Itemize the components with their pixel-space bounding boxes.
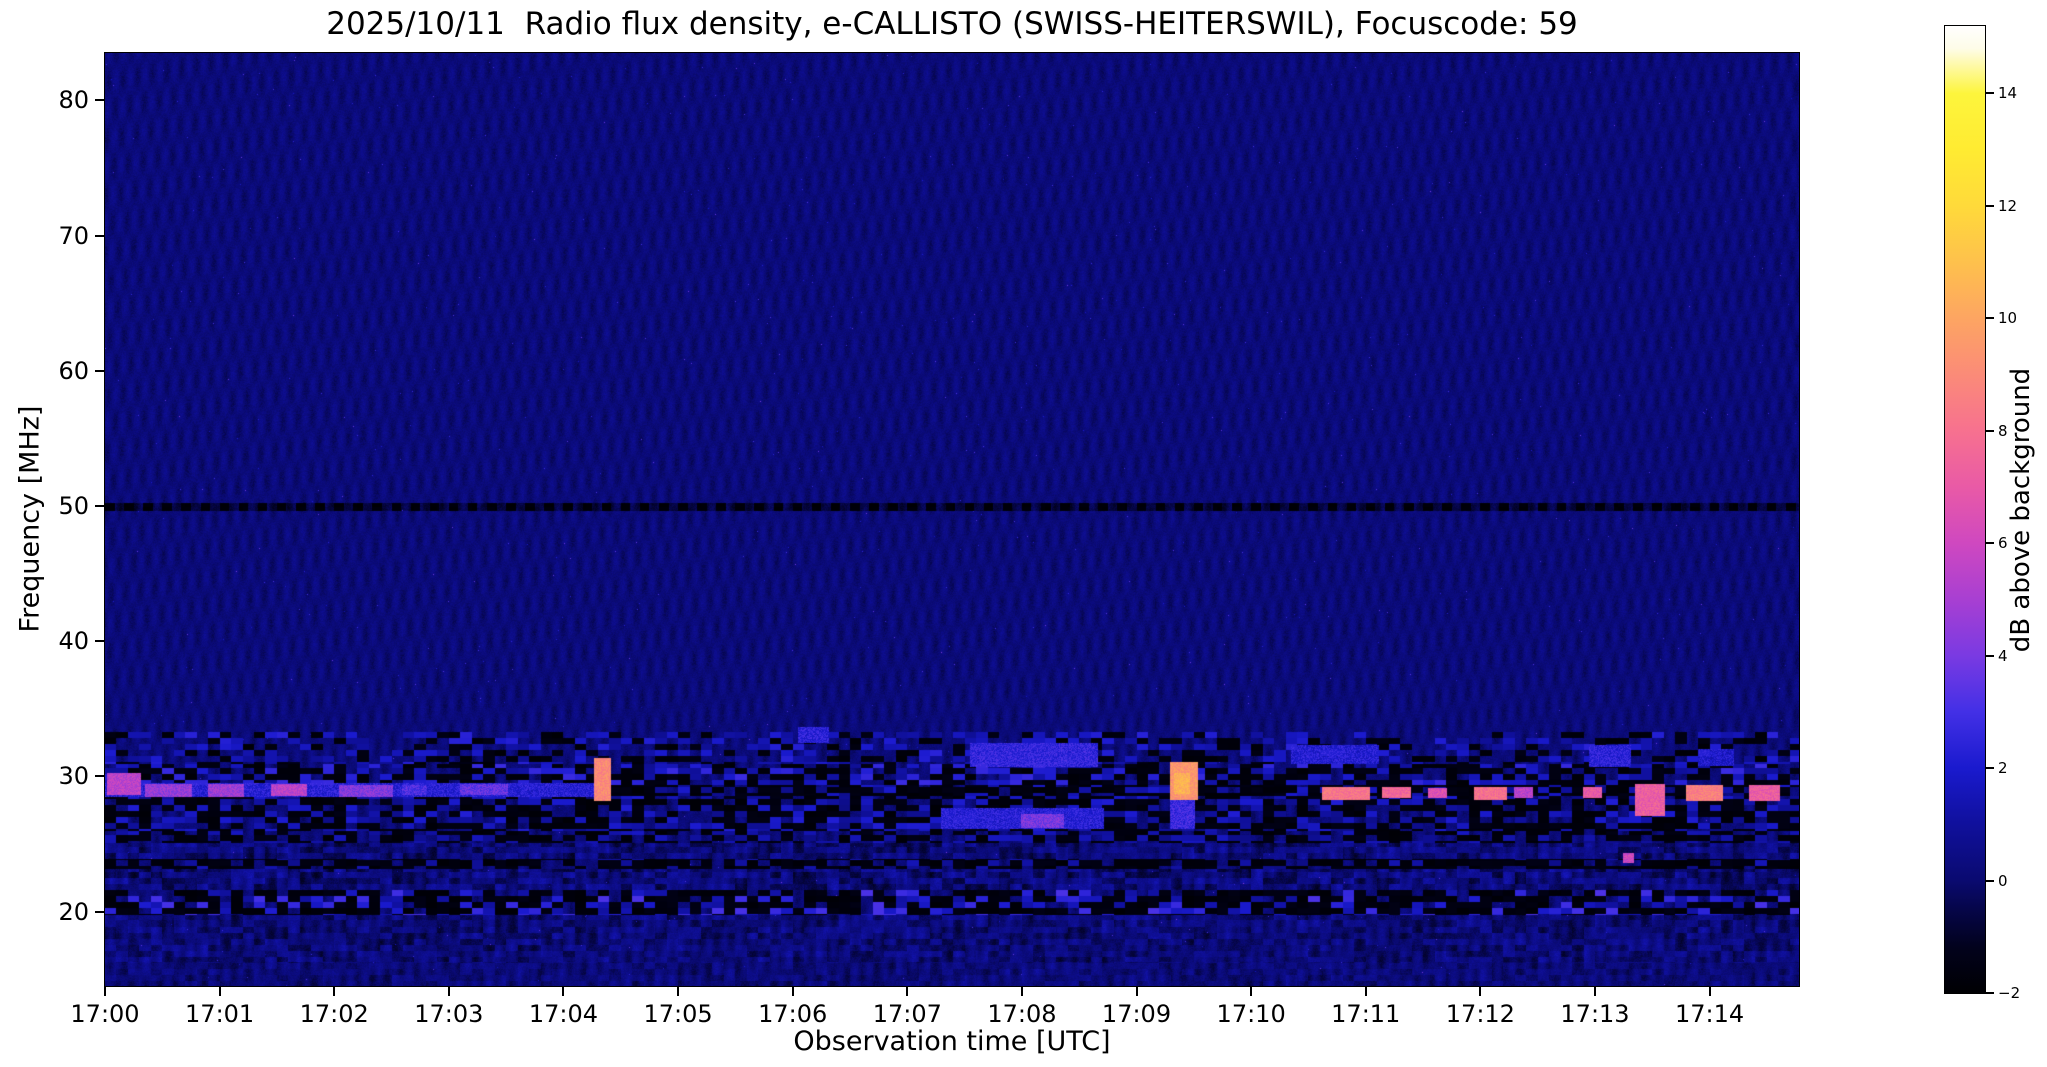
x-tick-mark	[1135, 987, 1138, 996]
colorbar-tick-label: 6	[1998, 534, 2008, 553]
colorbar-tick-mark	[1986, 992, 1994, 994]
colorbar-tick-mark	[1986, 317, 1994, 320]
x-tick-mark	[218, 987, 221, 996]
y-tick-label: 50	[58, 491, 89, 520]
y-tick-mark	[95, 910, 104, 913]
x-tick-label: 17:12	[1445, 1000, 1515, 1028]
x-tick-mark	[1479, 987, 1482, 996]
y-tick-label: 60	[58, 356, 89, 385]
x-tick-label: 17:07	[872, 1000, 942, 1028]
x-tick-label: 17:14	[1675, 1000, 1745, 1028]
colorbar-tick-label: −2	[1998, 984, 2021, 1002]
x-tick-mark	[1020, 987, 1023, 996]
colorbar-label: dB above background	[2006, 367, 2036, 653]
y-tick-label: 20	[58, 897, 89, 926]
colorbar-tick-label: 12	[1998, 196, 2018, 215]
y-tick-label: 40	[58, 627, 89, 656]
y-tick-mark	[95, 99, 104, 102]
colorbar-tick-mark	[1986, 429, 1994, 432]
x-tick-label: 17:11	[1331, 1000, 1401, 1028]
x-tick-label: 17:08	[987, 1000, 1057, 1028]
x-tick-mark	[1708, 987, 1711, 996]
x-axis-label: Observation time [UTC]	[793, 1026, 1111, 1057]
x-tick-mark	[333, 987, 336, 996]
y-tick-mark	[95, 234, 104, 237]
colorbar-tick-mark	[1986, 92, 1994, 95]
x-tick-mark	[562, 987, 565, 996]
x-tick-mark	[1250, 987, 1253, 996]
x-tick-label: 17:10	[1216, 1000, 1286, 1028]
colorbar-tick-label: 4	[1998, 646, 2008, 665]
y-tick-mark	[95, 640, 104, 643]
x-tick-label: 17:09	[1101, 1000, 1172, 1028]
y-tick-label: 30	[58, 762, 89, 791]
y-tick-mark	[95, 369, 104, 372]
y-tick-mark	[95, 775, 104, 778]
spectrogram-heatmap	[104, 52, 1800, 987]
x-tick-mark	[1593, 987, 1596, 996]
x-tick-mark	[677, 987, 680, 996]
colorbar-tick-mark	[1986, 542, 1994, 545]
chart-title: 2025/10/11 Radio flux density, e-CALLIST…	[326, 6, 1578, 42]
colorbar-gradient	[1944, 25, 1986, 994]
x-tick-mark	[104, 987, 106, 996]
colorbar-tick-mark	[1986, 767, 1994, 770]
colorbar-tick-label: 8	[1998, 421, 2008, 440]
y-tick-label: 80	[58, 86, 89, 115]
x-tick-mark	[906, 987, 909, 996]
x-tick-mark	[791, 987, 794, 996]
colorbar-tick-label: 14	[1998, 84, 2018, 103]
x-tick-label: 17:13	[1560, 1000, 1630, 1028]
x-tick-label: 17:01	[185, 1000, 255, 1028]
colorbar-tick-mark	[1986, 654, 1994, 657]
colorbar-tick-label: 0	[1998, 871, 2008, 890]
colorbar-tick-label: 10	[1998, 309, 2018, 328]
x-tick-label: 17:06	[758, 1000, 828, 1028]
x-tick-label: 17:02	[299, 1000, 369, 1028]
colorbar-tick-mark	[1986, 879, 1994, 882]
x-tick-mark	[1364, 987, 1367, 996]
x-tick-label: 17:04	[528, 1000, 599, 1028]
colorbar-tick-mark	[1986, 204, 1994, 207]
x-tick-label: 17:00	[70, 1000, 140, 1028]
colorbar-tick-label: 2	[1998, 759, 2008, 778]
y-tick-mark	[95, 504, 104, 507]
x-tick-label: 17:03	[414, 1000, 484, 1028]
x-tick-mark	[447, 987, 450, 996]
y-tick-label: 70	[58, 221, 89, 250]
x-tick-label: 17:05	[643, 1000, 713, 1028]
y-axis-label: Frequency [MHz]	[14, 405, 46, 633]
